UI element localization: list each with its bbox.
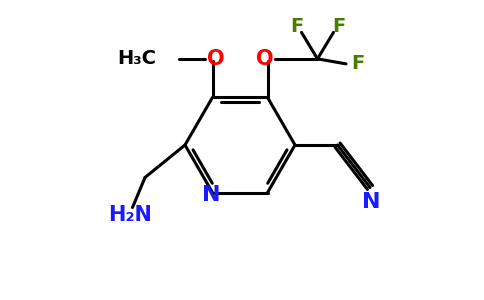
Text: F: F [332, 17, 345, 36]
Text: N: N [202, 185, 221, 205]
Text: F: F [351, 54, 364, 74]
Text: H₂N: H₂N [108, 205, 152, 225]
Text: O: O [207, 49, 224, 69]
Text: O: O [256, 49, 274, 69]
Text: F: F [290, 17, 303, 36]
Text: N: N [362, 193, 380, 212]
Text: H₃C: H₃C [117, 50, 156, 68]
